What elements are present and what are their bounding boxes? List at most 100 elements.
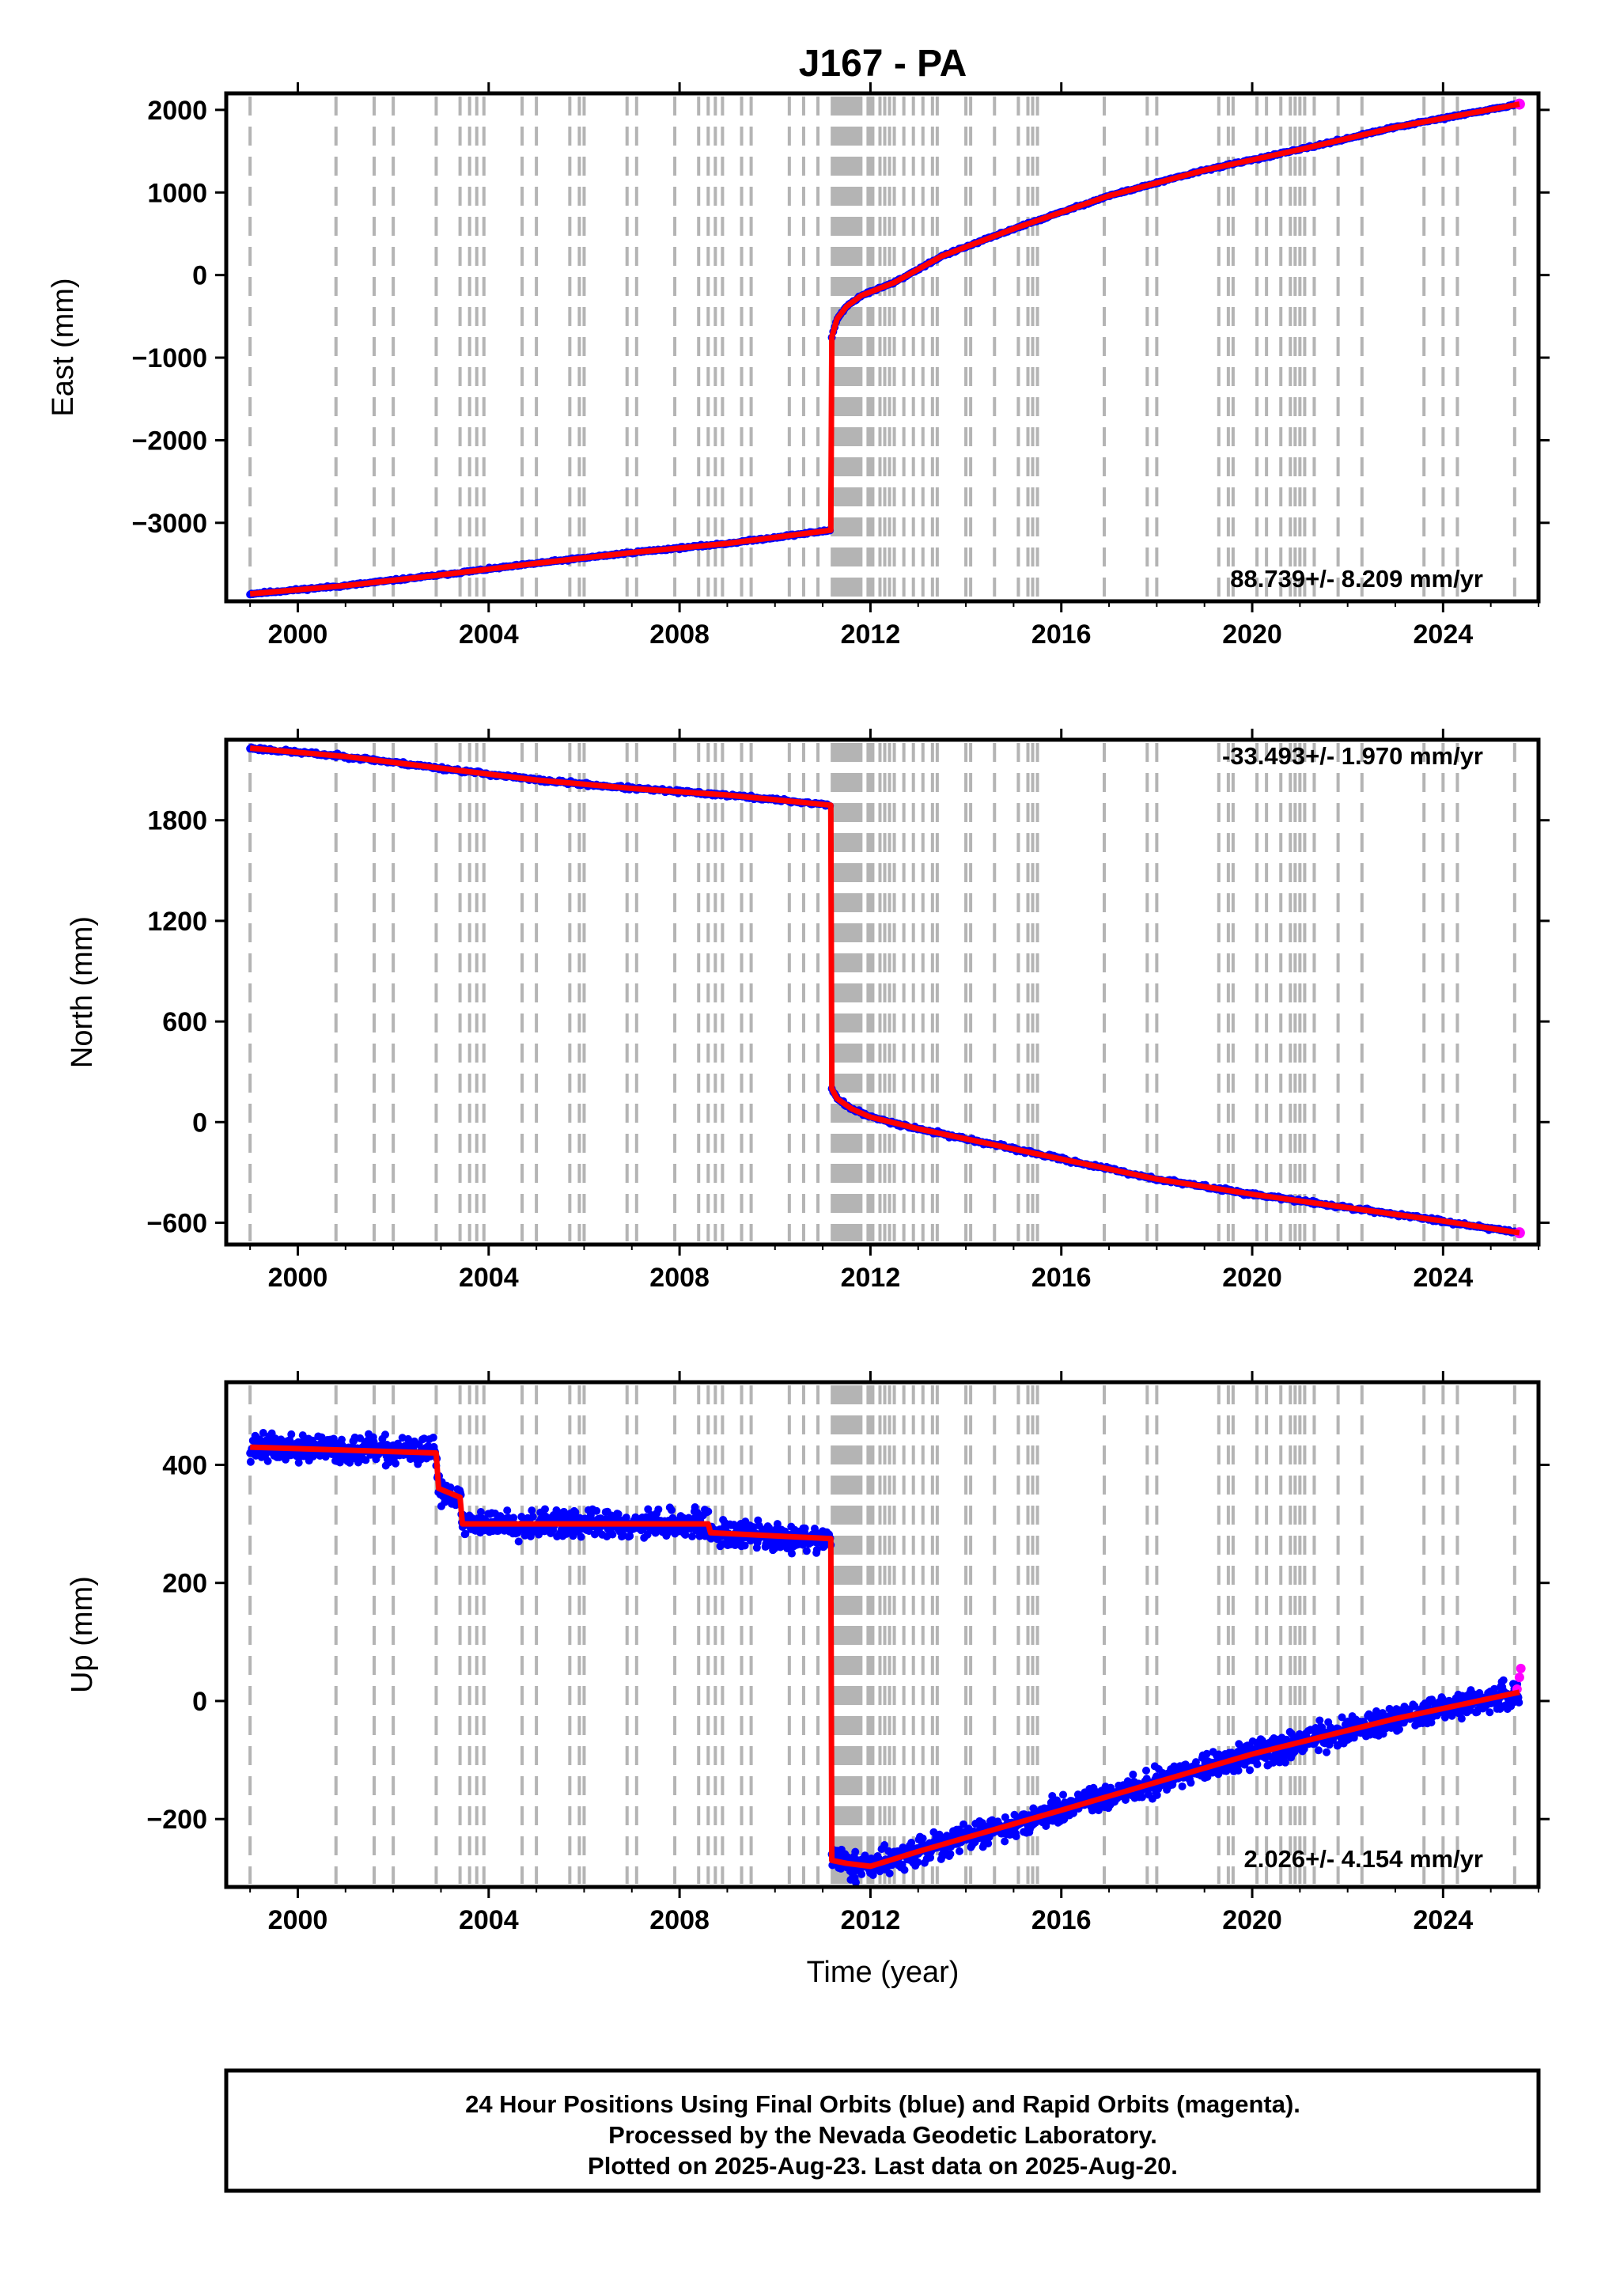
x-axis-label: Time (year) [807, 1956, 959, 1989]
east-model-line [249, 101, 1520, 597]
up-data-point [740, 1541, 749, 1550]
east-frame [224, 91, 1541, 604]
up-data-point [608, 1530, 617, 1539]
x-tick-label: 2024 [1414, 619, 1474, 650]
y-tick-label: 1800 [147, 806, 207, 836]
up-data-point [704, 1507, 713, 1516]
up-data-point [592, 1506, 601, 1515]
up-data-point [337, 1435, 346, 1444]
up-data-point [509, 1514, 518, 1522]
up-data-point [287, 1430, 296, 1438]
up-data-point [688, 1532, 697, 1540]
up-data-point [812, 1545, 821, 1554]
y-tick-label: −3000 [132, 509, 208, 539]
up-data-point [1428, 1695, 1436, 1704]
up-data-point [914, 1858, 922, 1866]
x-tick-label: 2012 [841, 1905, 901, 1935]
north-model-line [249, 745, 1520, 1236]
up-data-point [851, 1847, 860, 1856]
x-tick-label: 2024 [1414, 1263, 1474, 1293]
up-data-point [880, 1841, 889, 1850]
east-y-axis-label: East (mm) [47, 278, 80, 416]
up-frame [224, 1380, 1541, 1889]
up-data-point [802, 1547, 811, 1555]
up-data-point [392, 1459, 400, 1468]
up-data-point [1001, 1837, 1009, 1846]
x-tick-label: 2020 [1222, 1905, 1282, 1935]
up-data-point [246, 1457, 255, 1466]
up-data-point [663, 1529, 672, 1537]
up-rate-label: 2.026+/- 4.154 mm/yr [1244, 1845, 1483, 1873]
plot-title: J167 - PA [799, 43, 967, 85]
y-tick-label: 400 [162, 1450, 207, 1480]
up-data-point [476, 1508, 485, 1517]
x-tick-label: 2012 [841, 1263, 901, 1293]
footer-line-3: Plotted on 2025-Aug-23. Last data on 202… [588, 2152, 1178, 2180]
up-data-point [926, 1853, 935, 1862]
y-tick-label: −2000 [132, 426, 208, 456]
up-data-point [263, 1457, 272, 1465]
up-data-point [1137, 1793, 1146, 1802]
north-rate-label: -33.493+/- 1.970 mm/yr [1222, 742, 1483, 770]
up-data-point [851, 1878, 860, 1887]
up-data-point [626, 1532, 634, 1540]
up-y-axis-label: Up (mm) [66, 1576, 99, 1693]
y-tick-label: 0 [192, 1687, 207, 1717]
up-data-point [810, 1524, 819, 1533]
up-data-point [1515, 1698, 1523, 1707]
up-data-point [1253, 1760, 1262, 1768]
footer-line-2: Processed by the Nevada Geodetic Laborat… [608, 2121, 1157, 2149]
x-tick-label: 2004 [459, 619, 519, 650]
up-data-point [1410, 1702, 1419, 1711]
y-tick-label: 1000 [147, 178, 207, 208]
up-data-point [461, 1529, 470, 1538]
up-data-point [955, 1847, 963, 1855]
x-tick-label: 2016 [1031, 1263, 1092, 1293]
up-data-point [1287, 1730, 1296, 1738]
up-panel: 2.026+/- 4.154 mm/yr 2000 2004 2008 2012 201… [66, 1371, 1550, 1935]
x-tick-label: 2000 [268, 1905, 328, 1935]
east-panel: 88.739+/- 8.209 mm/yr 2000 2004 2008 2012 20… [47, 82, 1550, 650]
up-data-point [1187, 1779, 1195, 1787]
up-data-point [1059, 1790, 1068, 1799]
up-data-point [381, 1430, 390, 1439]
up-data-point [259, 1429, 267, 1438]
north-event-lines [248, 743, 1516, 1241]
x-tick-label: 2024 [1414, 1905, 1474, 1935]
up-data-point [918, 1834, 927, 1843]
north-panel: -33.493+/- 1.970 mm/yr 2000 2004 2008 2012 2… [66, 729, 1550, 1293]
y-tick-label: −600 [146, 1208, 207, 1238]
x-tick-label: 2012 [841, 619, 901, 650]
y-tick-label: 600 [162, 1007, 207, 1037]
y-tick-label: −1000 [132, 343, 208, 373]
x-tick-label: 2020 [1222, 619, 1282, 650]
north-y-axis-label: North (mm) [66, 916, 99, 1068]
up-data-point [900, 1866, 909, 1874]
y-tick-label: −200 [146, 1805, 207, 1835]
up-model-line [250, 1444, 1520, 1870]
y-tick-label: 2000 [147, 96, 207, 126]
up-data-point [1457, 1714, 1466, 1723]
y-tick-label: 0 [192, 1108, 207, 1138]
up-model [250, 1444, 1520, 1870]
up-data-point [1395, 1725, 1403, 1733]
x-tick-label: 2000 [268, 619, 328, 650]
footer-line-1: 24 Hour Positions Using Final Orbits (bl… [465, 2090, 1300, 2118]
up-data-point [984, 1839, 993, 1848]
up-data-point [571, 1508, 580, 1517]
y-tick-label: 200 [162, 1569, 207, 1599]
up-data-point [787, 1549, 796, 1558]
east-plot-area [226, 93, 1539, 601]
x-tick-label: 2016 [1031, 619, 1092, 650]
x-tick-label: 2004 [459, 1905, 519, 1935]
up-plot-area [226, 1382, 1539, 1887]
up-data-point [528, 1506, 536, 1515]
x-tick-label: 2008 [649, 619, 710, 650]
east-model [249, 101, 1520, 597]
x-tick-label: 2004 [459, 1263, 519, 1293]
up-data-point [667, 1506, 676, 1514]
up-data-point [622, 1514, 630, 1522]
up-data-point [514, 1537, 523, 1546]
up-data-point [1246, 1766, 1255, 1775]
up-data-point [429, 1433, 437, 1442]
